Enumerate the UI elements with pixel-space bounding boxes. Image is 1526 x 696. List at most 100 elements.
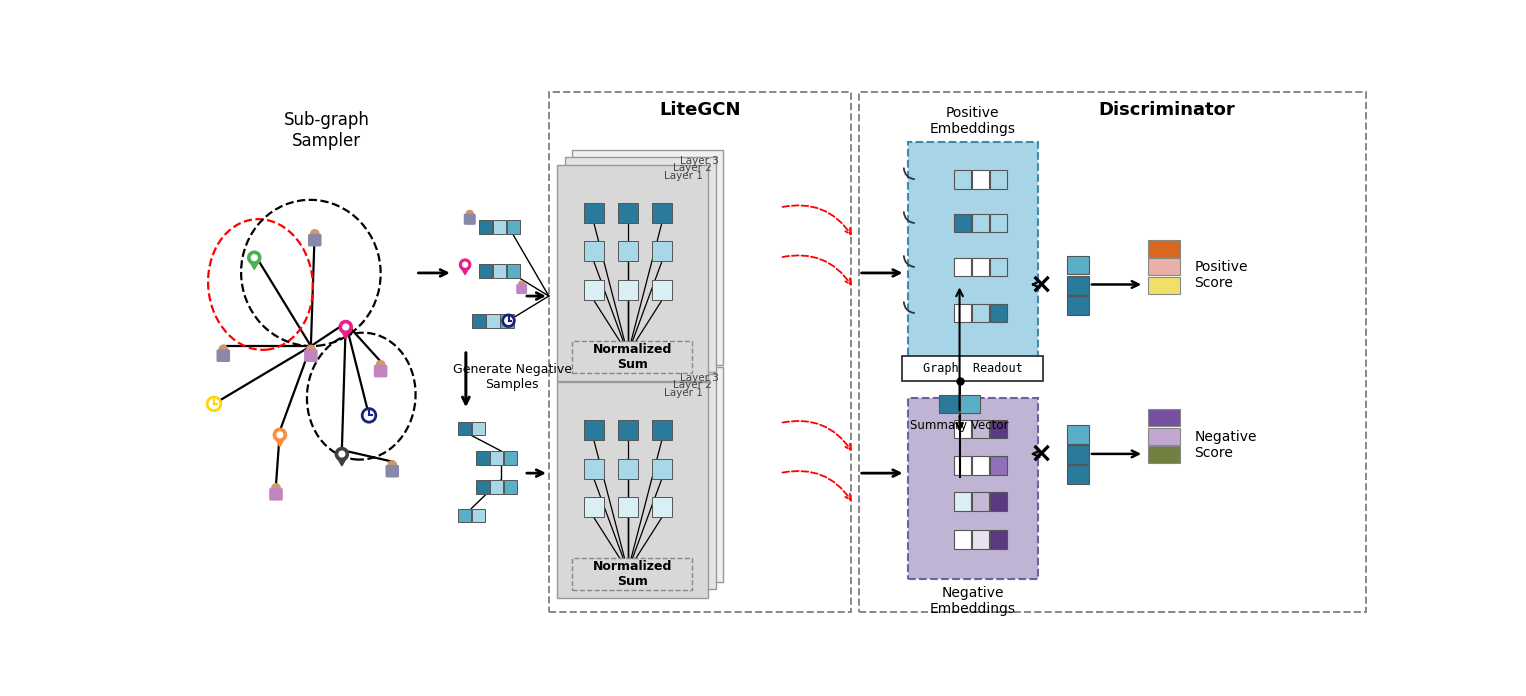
FancyBboxPatch shape — [583, 459, 604, 479]
Text: Layer 3: Layer 3 — [679, 373, 719, 383]
Circle shape — [462, 262, 467, 267]
FancyBboxPatch shape — [490, 480, 504, 494]
FancyBboxPatch shape — [954, 170, 971, 189]
Text: LiteGCN: LiteGCN — [659, 101, 740, 119]
Text: Layer 2: Layer 2 — [673, 163, 711, 173]
FancyBboxPatch shape — [972, 530, 989, 549]
FancyBboxPatch shape — [954, 530, 971, 549]
FancyBboxPatch shape — [493, 220, 505, 234]
FancyBboxPatch shape — [908, 142, 1038, 361]
FancyBboxPatch shape — [990, 492, 1007, 511]
FancyBboxPatch shape — [583, 498, 604, 517]
Text: Layer 1: Layer 1 — [664, 171, 703, 181]
Circle shape — [208, 397, 221, 411]
FancyBboxPatch shape — [990, 530, 1007, 549]
Circle shape — [377, 361, 385, 369]
FancyBboxPatch shape — [308, 234, 322, 246]
FancyBboxPatch shape — [972, 170, 989, 189]
Text: Normalized
Sum: Normalized Sum — [592, 343, 671, 371]
FancyBboxPatch shape — [458, 422, 472, 436]
Circle shape — [336, 448, 348, 461]
FancyBboxPatch shape — [557, 382, 708, 598]
FancyBboxPatch shape — [1148, 446, 1181, 463]
Circle shape — [519, 281, 525, 287]
FancyBboxPatch shape — [507, 220, 520, 234]
FancyBboxPatch shape — [583, 242, 604, 262]
FancyBboxPatch shape — [908, 398, 1038, 579]
Polygon shape — [461, 267, 470, 275]
Circle shape — [502, 315, 514, 326]
FancyBboxPatch shape — [972, 456, 989, 475]
FancyBboxPatch shape — [476, 480, 490, 494]
FancyBboxPatch shape — [972, 492, 989, 511]
Text: Generate Negative
Samples: Generate Negative Samples — [453, 363, 572, 391]
Text: Normalized
Sum: Normalized Sum — [592, 560, 671, 588]
FancyBboxPatch shape — [386, 465, 398, 477]
FancyBboxPatch shape — [572, 367, 723, 583]
FancyBboxPatch shape — [972, 214, 989, 232]
FancyBboxPatch shape — [618, 459, 638, 479]
FancyBboxPatch shape — [902, 356, 1044, 381]
Circle shape — [278, 432, 282, 438]
FancyBboxPatch shape — [487, 314, 499, 328]
FancyBboxPatch shape — [501, 314, 514, 328]
Text: Positive
Embeddings: Positive Embeddings — [929, 106, 1016, 136]
FancyBboxPatch shape — [479, 220, 491, 234]
FancyBboxPatch shape — [652, 203, 671, 223]
Text: Layer 3: Layer 3 — [679, 156, 719, 166]
FancyBboxPatch shape — [1148, 258, 1181, 275]
FancyBboxPatch shape — [618, 420, 638, 440]
Circle shape — [273, 428, 287, 441]
Polygon shape — [340, 330, 351, 339]
FancyBboxPatch shape — [618, 242, 638, 262]
Polygon shape — [337, 457, 346, 466]
FancyBboxPatch shape — [1148, 277, 1181, 294]
FancyBboxPatch shape — [458, 509, 472, 523]
FancyBboxPatch shape — [1148, 428, 1181, 445]
FancyBboxPatch shape — [972, 420, 989, 438]
Circle shape — [220, 345, 227, 354]
FancyBboxPatch shape — [954, 420, 971, 438]
Circle shape — [339, 320, 353, 333]
Text: Positive
Score: Positive Score — [1195, 260, 1248, 290]
Circle shape — [465, 210, 473, 218]
FancyBboxPatch shape — [504, 480, 517, 494]
FancyBboxPatch shape — [972, 258, 989, 276]
Circle shape — [310, 230, 319, 238]
FancyBboxPatch shape — [1067, 296, 1090, 315]
FancyBboxPatch shape — [507, 264, 520, 278]
FancyBboxPatch shape — [972, 304, 989, 322]
FancyBboxPatch shape — [565, 374, 716, 590]
FancyBboxPatch shape — [990, 304, 1007, 322]
FancyBboxPatch shape — [954, 456, 971, 475]
Text: Layer 2: Layer 2 — [673, 380, 711, 390]
FancyBboxPatch shape — [1148, 240, 1181, 257]
Polygon shape — [275, 437, 285, 447]
Text: Sub-graph
Sampler: Sub-graph Sampler — [284, 111, 369, 150]
FancyBboxPatch shape — [504, 451, 517, 465]
FancyBboxPatch shape — [990, 170, 1007, 189]
Circle shape — [272, 484, 281, 492]
FancyBboxPatch shape — [652, 280, 671, 300]
FancyBboxPatch shape — [269, 488, 282, 500]
FancyBboxPatch shape — [472, 422, 485, 436]
FancyBboxPatch shape — [1067, 276, 1090, 294]
Polygon shape — [249, 260, 259, 269]
FancyBboxPatch shape — [1067, 466, 1090, 484]
FancyBboxPatch shape — [464, 214, 476, 225]
Circle shape — [307, 345, 314, 354]
Text: ×: × — [1030, 440, 1053, 468]
Circle shape — [339, 451, 345, 457]
Text: Negative
Score: Negative Score — [1195, 429, 1257, 460]
FancyBboxPatch shape — [652, 498, 671, 517]
FancyBboxPatch shape — [652, 242, 671, 262]
FancyBboxPatch shape — [960, 395, 980, 413]
Circle shape — [388, 461, 397, 469]
FancyBboxPatch shape — [652, 459, 671, 479]
FancyBboxPatch shape — [572, 150, 723, 365]
Circle shape — [459, 259, 470, 270]
FancyBboxPatch shape — [304, 349, 317, 362]
FancyBboxPatch shape — [572, 341, 693, 373]
FancyBboxPatch shape — [217, 349, 230, 362]
Circle shape — [247, 251, 261, 264]
